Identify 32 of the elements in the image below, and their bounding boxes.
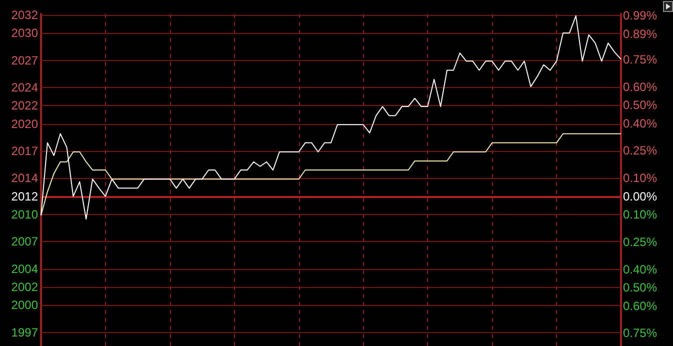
line-series (40, 133, 622, 216)
y2-tick-label: 0.00% (623, 189, 658, 204)
y2-tick-label: 0.75% (623, 326, 658, 340)
y2-tick-label: 0.50% (623, 98, 658, 112)
y-tick-label: 2017 (11, 144, 38, 158)
y2-tick-label: 0.89% (623, 26, 658, 41)
y-tick-label: 2002 (11, 280, 38, 294)
y-tick-label: 2007 (11, 234, 38, 249)
y-tick-label: 2027 (11, 53, 38, 68)
y-tick-label: 2000 (11, 298, 38, 312)
y-tick-label: 2010 (11, 207, 38, 222)
y2-tick-label: 0.60% (623, 298, 658, 313)
y-tick-label: 2004 (11, 262, 38, 276)
line-series (40, 15, 622, 220)
y-tick-label: 2014 (11, 171, 38, 186)
y2-tick-label: 0.10% (623, 171, 658, 186)
y2-tick-label: 0.99% (623, 8, 658, 23)
y-tick-label: 2020 (11, 116, 38, 131)
y2-tick-label: 0.40% (623, 116, 658, 130)
y-tick-label: 2012 (11, 189, 38, 204)
y2-tick-label: 0.50% (623, 280, 658, 295)
y-tick-label: 1997 (11, 325, 38, 340)
y2-tick-label: 0.25% (623, 234, 658, 249)
y-tick-label: 2030 (11, 26, 38, 40)
y2-tick-label: 0.10% (623, 208, 658, 222)
y2-tick-label: 0.75% (623, 52, 658, 66)
y-tick-label: 2022 (11, 98, 38, 113)
y2-tick-label: 0.40% (623, 262, 658, 276)
y-tick-label: 2032 (11, 8, 38, 22)
y-tick-label: 2024 (11, 80, 38, 94)
y2-tick-label: 0.25% (623, 144, 658, 158)
y2-tick-label: 0.60% (623, 80, 658, 94)
